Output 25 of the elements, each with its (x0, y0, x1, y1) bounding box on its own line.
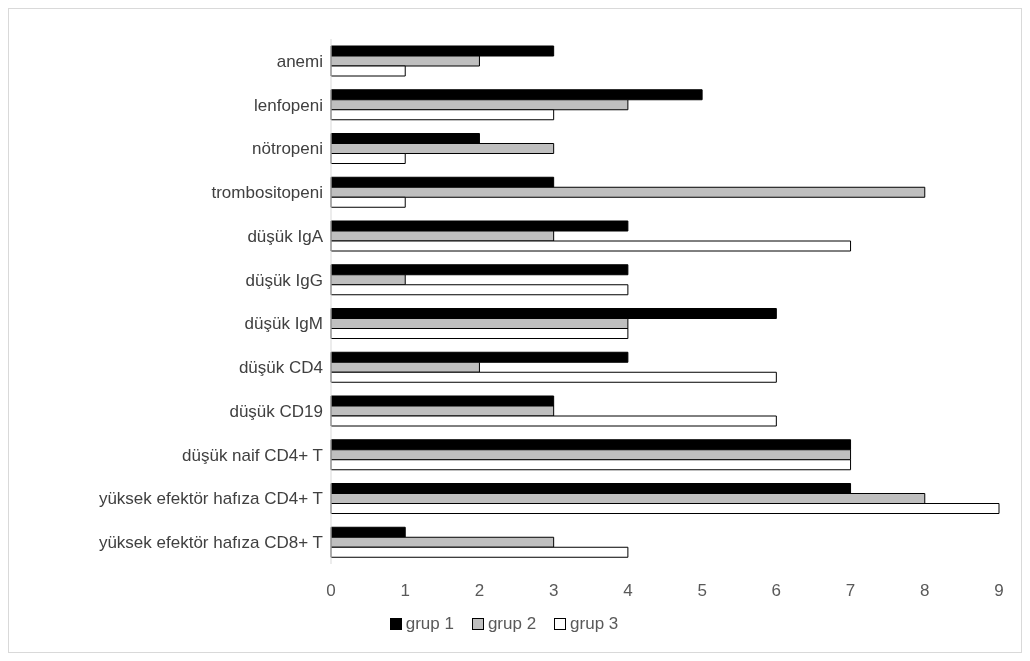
y-tick-label: lenfopeni (253, 95, 323, 115)
x-tick-label: 0 (326, 581, 336, 601)
x-tick-label: 7 (845, 581, 856, 601)
x-tick-label: 1 (400, 581, 410, 601)
x-tick-label: 4 (623, 581, 633, 601)
legend-label: grup 3 (569, 614, 619, 634)
legend-label: grup 1 (404, 614, 454, 634)
y-tick-label: düşük IgG (245, 270, 323, 290)
y-tick-label: düşük CD19 (229, 401, 323, 421)
y-tick-label: yüksek efektör hafıza CD8+ T (98, 533, 323, 553)
y-tick-label: yüksek efektör hafıza CD4+ T (98, 489, 323, 509)
y-tick-label: düşük naif CD4+ T (182, 445, 323, 465)
x-tick-label: 5 (697, 581, 707, 601)
y-tick-label: nötropeni (252, 139, 323, 159)
x-tick-label: 9 (994, 581, 1004, 601)
x-tick-label: 8 (920, 581, 930, 601)
x-tick-label: 2 (474, 581, 485, 601)
y-tick-label: düşük CD4 (238, 358, 323, 378)
y-tick-label: anemi (276, 51, 323, 71)
y-tick-label: trombositopeni (211, 183, 323, 203)
x-tick-label: 6 (771, 581, 782, 601)
y-tick-label: düşük IgA (247, 226, 324, 246)
x-tick-label: 3 (548, 581, 559, 601)
legend-label: grup 2 (486, 614, 537, 634)
y-tick-label: düşük IgM (244, 314, 323, 334)
